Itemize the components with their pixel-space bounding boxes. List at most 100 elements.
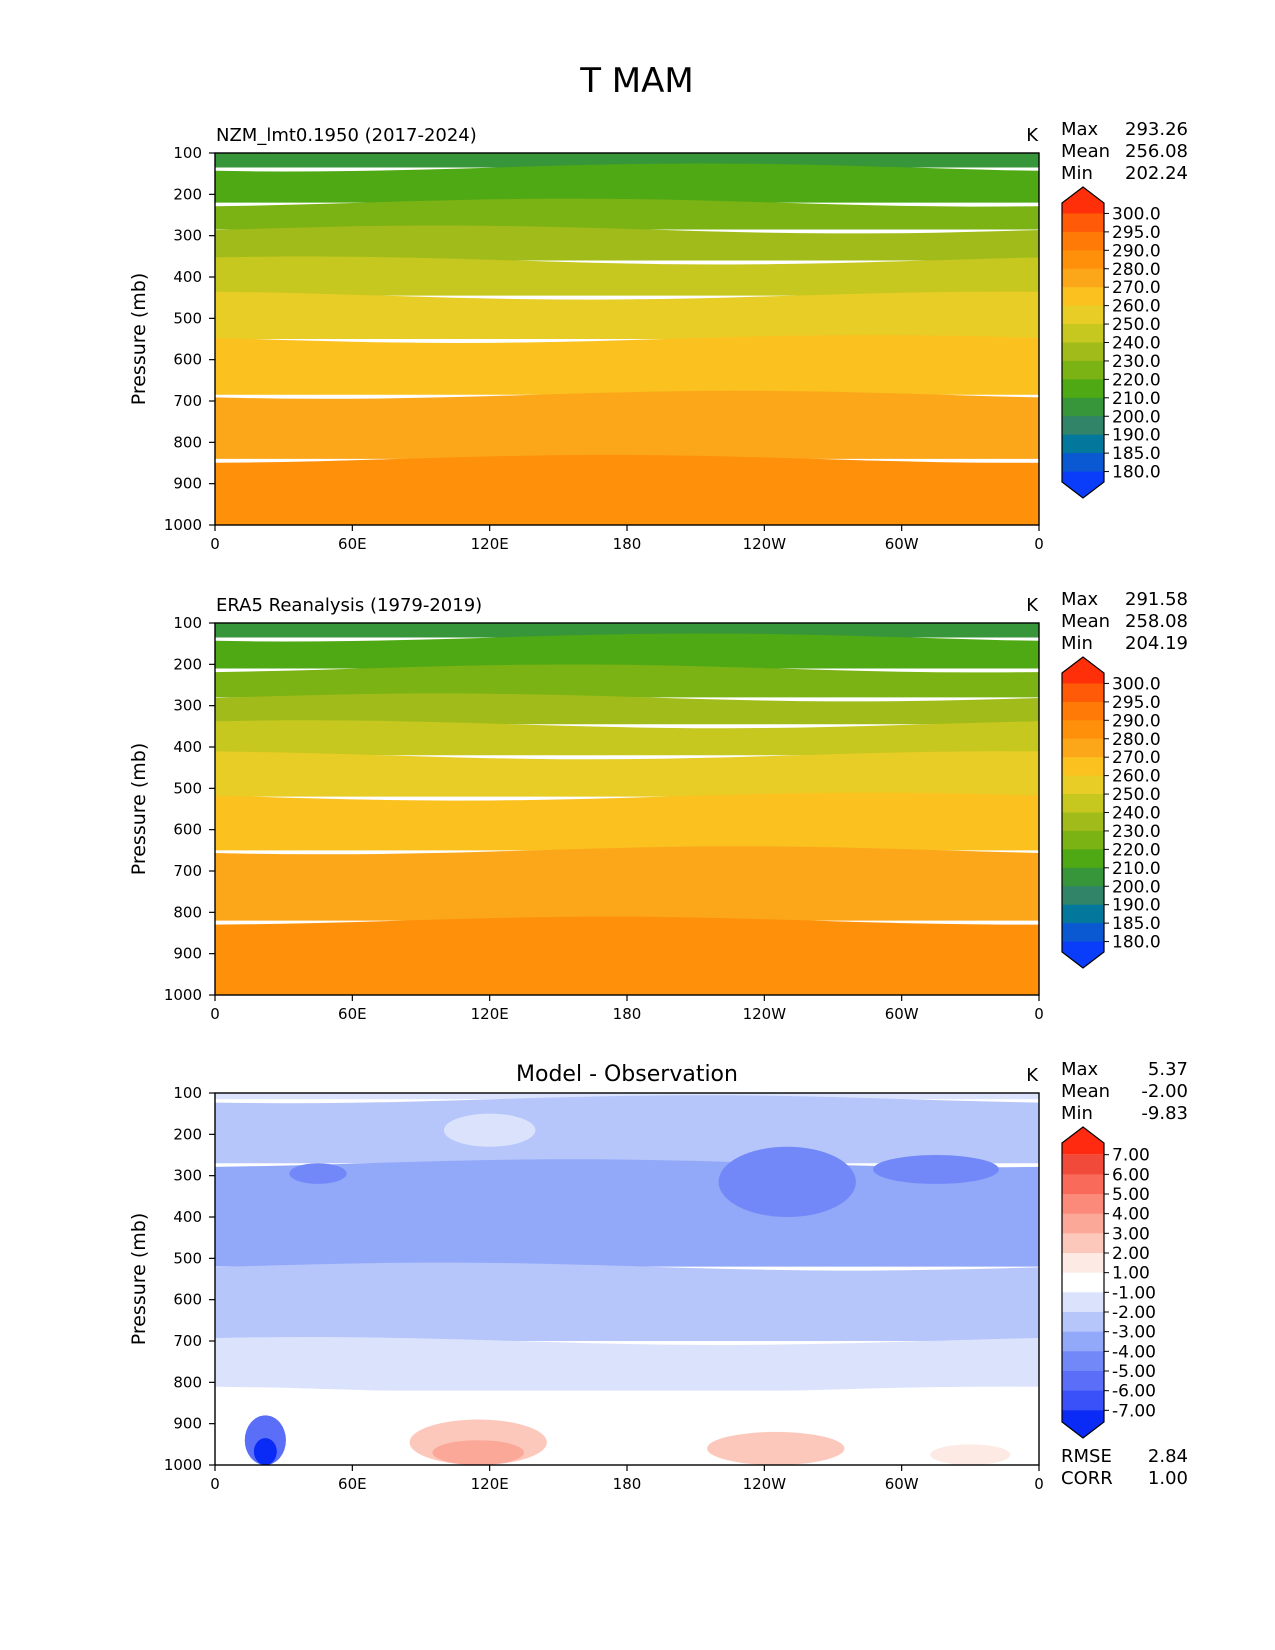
x-tick-label: 0	[210, 1005, 220, 1023]
panel-3: 100 200 300 400 500 600 700 800 900 1000 0 60E 120E 1…	[128, 1059, 1188, 1493]
stat-value: -9.83	[1141, 1103, 1188, 1124]
y-tick-label: 200	[173, 655, 202, 673]
x-tick-label: 120E	[471, 1475, 509, 1493]
colorbar-swatch	[1062, 657, 1104, 684]
colorbar-level-label: 185.0	[1112, 914, 1161, 934]
stat-label: Min	[1061, 633, 1093, 654]
contour-band	[215, 1337, 1039, 1391]
colorbar-swatch	[1062, 1233, 1104, 1254]
contour-band	[215, 256, 1039, 296]
x-tick-label: 120W	[743, 535, 787, 553]
colorbar-level-label: 1.00	[1112, 1264, 1150, 1284]
y-tick-label: 1000	[164, 516, 202, 534]
stat-label: Mean	[1061, 141, 1110, 162]
colorbar-level-label: 260.0	[1112, 297, 1161, 317]
contour-band	[215, 664, 1039, 698]
colorbar-swatch	[1062, 923, 1104, 943]
contour-band	[215, 1386, 1039, 1465]
y-tick-label: 500	[173, 1249, 202, 1267]
colorbar-swatch	[1062, 1127, 1104, 1155]
colorbar-level-label: 270.0	[1112, 748, 1161, 768]
y-tick-label: 500	[173, 779, 202, 797]
colorbar-level-label: 190.0	[1112, 426, 1161, 446]
colorbar-swatch	[1062, 342, 1104, 362]
y-tick-label: 900	[173, 475, 202, 493]
y-tick-label: 1000	[164, 1456, 202, 1474]
colorbar-level-label: -4.00	[1112, 1342, 1156, 1362]
y-tick-label: 300	[173, 1167, 202, 1185]
contour-band	[215, 792, 1039, 851]
y-tick-label: 200	[173, 185, 202, 203]
stat-value: 202.24	[1125, 163, 1188, 184]
colorbar-swatch	[1062, 886, 1104, 906]
colorbar-level-label: 290.0	[1112, 241, 1161, 261]
colorbar-swatch	[1062, 1253, 1104, 1274]
colorbar-level-label: 250.0	[1112, 785, 1161, 805]
contour-band	[215, 163, 1039, 203]
colorbar-swatch	[1062, 231, 1104, 251]
colorbar-level-label: -2.00	[1112, 1303, 1156, 1323]
x-tick-label: 0	[1034, 1005, 1044, 1023]
colorbar-level-label: 270.0	[1112, 278, 1161, 298]
panel-title: ERA5 Reanalysis (1979-2019)	[216, 595, 482, 616]
colorbar-swatch	[1062, 1371, 1104, 1392]
y-tick-label: 100	[173, 614, 202, 632]
contour-patch	[707, 1431, 845, 1465]
contour-band	[215, 225, 1039, 261]
colorbar-level-label: 220.0	[1112, 840, 1161, 860]
y-axis-label: Pressure (mb)	[128, 273, 150, 406]
y-tick-label: 600	[173, 1291, 202, 1309]
colorbar-swatch	[1062, 1213, 1104, 1234]
x-tick-label: 180	[613, 1005, 642, 1023]
contour-patch	[930, 1444, 1011, 1465]
colorbar-swatch	[1062, 287, 1104, 307]
y-axis-label: Pressure (mb)	[128, 743, 150, 876]
x-tick-label: 60E	[338, 1005, 367, 1023]
colorbar-level-label: 200.0	[1112, 407, 1161, 427]
colorbar-level-label: 290.0	[1112, 711, 1161, 731]
contour-band	[215, 153, 1039, 168]
colorbar-swatch	[1062, 1154, 1104, 1175]
y-tick-label: 100	[173, 1084, 202, 1102]
colorbar-swatch	[1062, 397, 1104, 417]
y-tick-label: 1000	[164, 986, 202, 1004]
colorbar-swatch	[1062, 757, 1104, 777]
y-tick-label: 400	[173, 268, 202, 286]
colorbar: 7.006.005.004.003.002.001.00-1.00-2.00-3…	[1061, 1126, 1156, 1439]
stat-label: CORR	[1061, 1468, 1113, 1489]
colorbar-swatch	[1062, 1292, 1104, 1313]
colorbar-level-label: 230.0	[1112, 352, 1161, 372]
y-tick-label: 500	[173, 309, 202, 327]
contour-band	[215, 623, 1039, 638]
stat-value: -2.00	[1141, 1081, 1188, 1102]
colorbar-swatch	[1062, 775, 1104, 795]
colorbar-swatch	[1062, 416, 1104, 436]
colorbar-swatch	[1062, 379, 1104, 399]
x-tick-label: 120W	[743, 1475, 787, 1493]
units-label: K	[1026, 1065, 1039, 1086]
colorbar-level-label: 4.00	[1112, 1205, 1150, 1225]
contour-patch	[873, 1155, 999, 1184]
x-tick-label: 60W	[885, 535, 919, 553]
x-tick-label: 180	[613, 535, 642, 553]
stat-label: Min	[1061, 163, 1093, 184]
colorbar-swatch	[1062, 213, 1104, 233]
colorbar-swatch	[1062, 1194, 1104, 1215]
y-tick-label: 700	[173, 862, 202, 880]
contour-band	[215, 916, 1039, 995]
colorbar-level-label: 2.00	[1112, 1244, 1150, 1264]
stat-label: Min	[1061, 1103, 1093, 1124]
units-label: K	[1026, 125, 1039, 146]
colorbar-level-label: 250.0	[1112, 315, 1161, 335]
figure-title: T MAM	[579, 61, 694, 101]
colorbar-level-label: 220.0	[1112, 370, 1161, 390]
colorbar-swatch	[1062, 849, 1104, 869]
stat-label: Max	[1061, 1059, 1099, 1080]
colorbar-level-label: 300.0	[1112, 674, 1161, 694]
colorbar-outline	[1061, 1126, 1105, 1439]
contour-patch	[289, 1163, 347, 1184]
colorbar-swatch	[1062, 187, 1104, 214]
stat-value: 5.37	[1148, 1059, 1188, 1080]
colorbar-swatch	[1062, 1331, 1104, 1352]
stat-label: RMSE	[1061, 1446, 1112, 1467]
